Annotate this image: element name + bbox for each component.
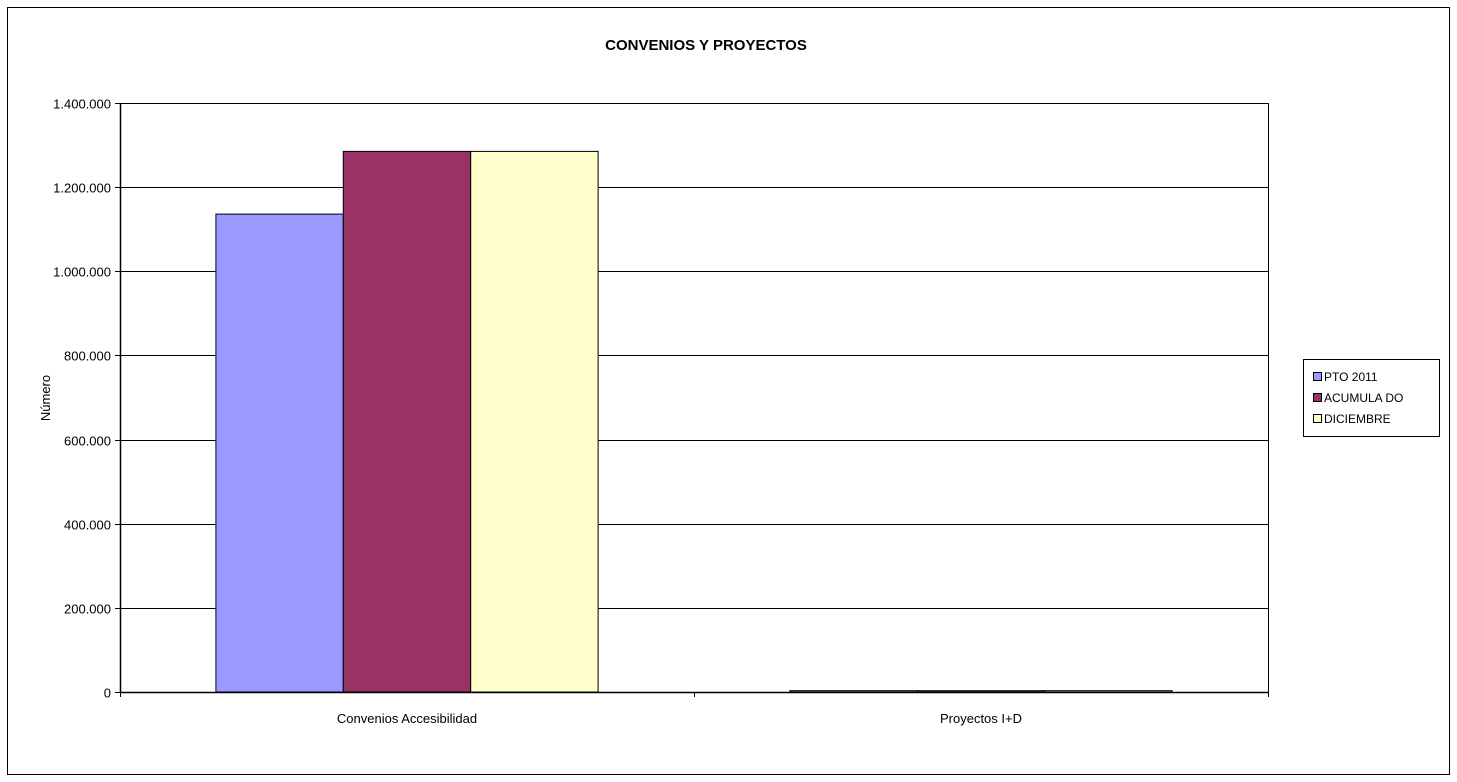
bar <box>342 150 472 693</box>
legend-box <box>1303 359 1440 437</box>
y-tick-label: 400.000 <box>64 518 111 533</box>
chart-title: CONVENIOS Y PROYECTOS <box>605 37 807 54</box>
y-axis-label: Número <box>38 375 53 421</box>
x-tick-label: Proyectos I+D <box>940 711 1022 726</box>
bar <box>470 150 599 693</box>
y-tick-label: 0 <box>104 686 111 701</box>
legend-swatch <box>1313 372 1322 381</box>
legend-label: PTO 2011 <box>1324 370 1378 384</box>
y-tick-label: 1.200.000 <box>53 181 111 196</box>
legend-swatch <box>1313 414 1322 423</box>
y-tick-label: 1.000.000 <box>53 265 111 280</box>
bars <box>215 150 1173 693</box>
y-tick-label: 1.400.000 <box>53 97 111 112</box>
bar <box>215 213 344 693</box>
x-tick-label: Convenios Accesibilidad <box>337 711 477 726</box>
y-tick-label: 200.000 <box>64 602 111 617</box>
y-tick-label: 600.000 <box>64 434 111 449</box>
legend-swatch <box>1313 393 1322 402</box>
axes: 0 200.000 400.000 600.000 800.000 1.000.000 1.… <box>53 97 1269 726</box>
legend: PTO 2011 ACUMULA DO DICIEMBRE <box>1303 359 1440 437</box>
legend-label: DICIEMBRE <box>1324 412 1391 426</box>
y-tick-label: 800.000 <box>64 349 111 364</box>
legend-label: ACUMULA DO <box>1324 391 1403 405</box>
